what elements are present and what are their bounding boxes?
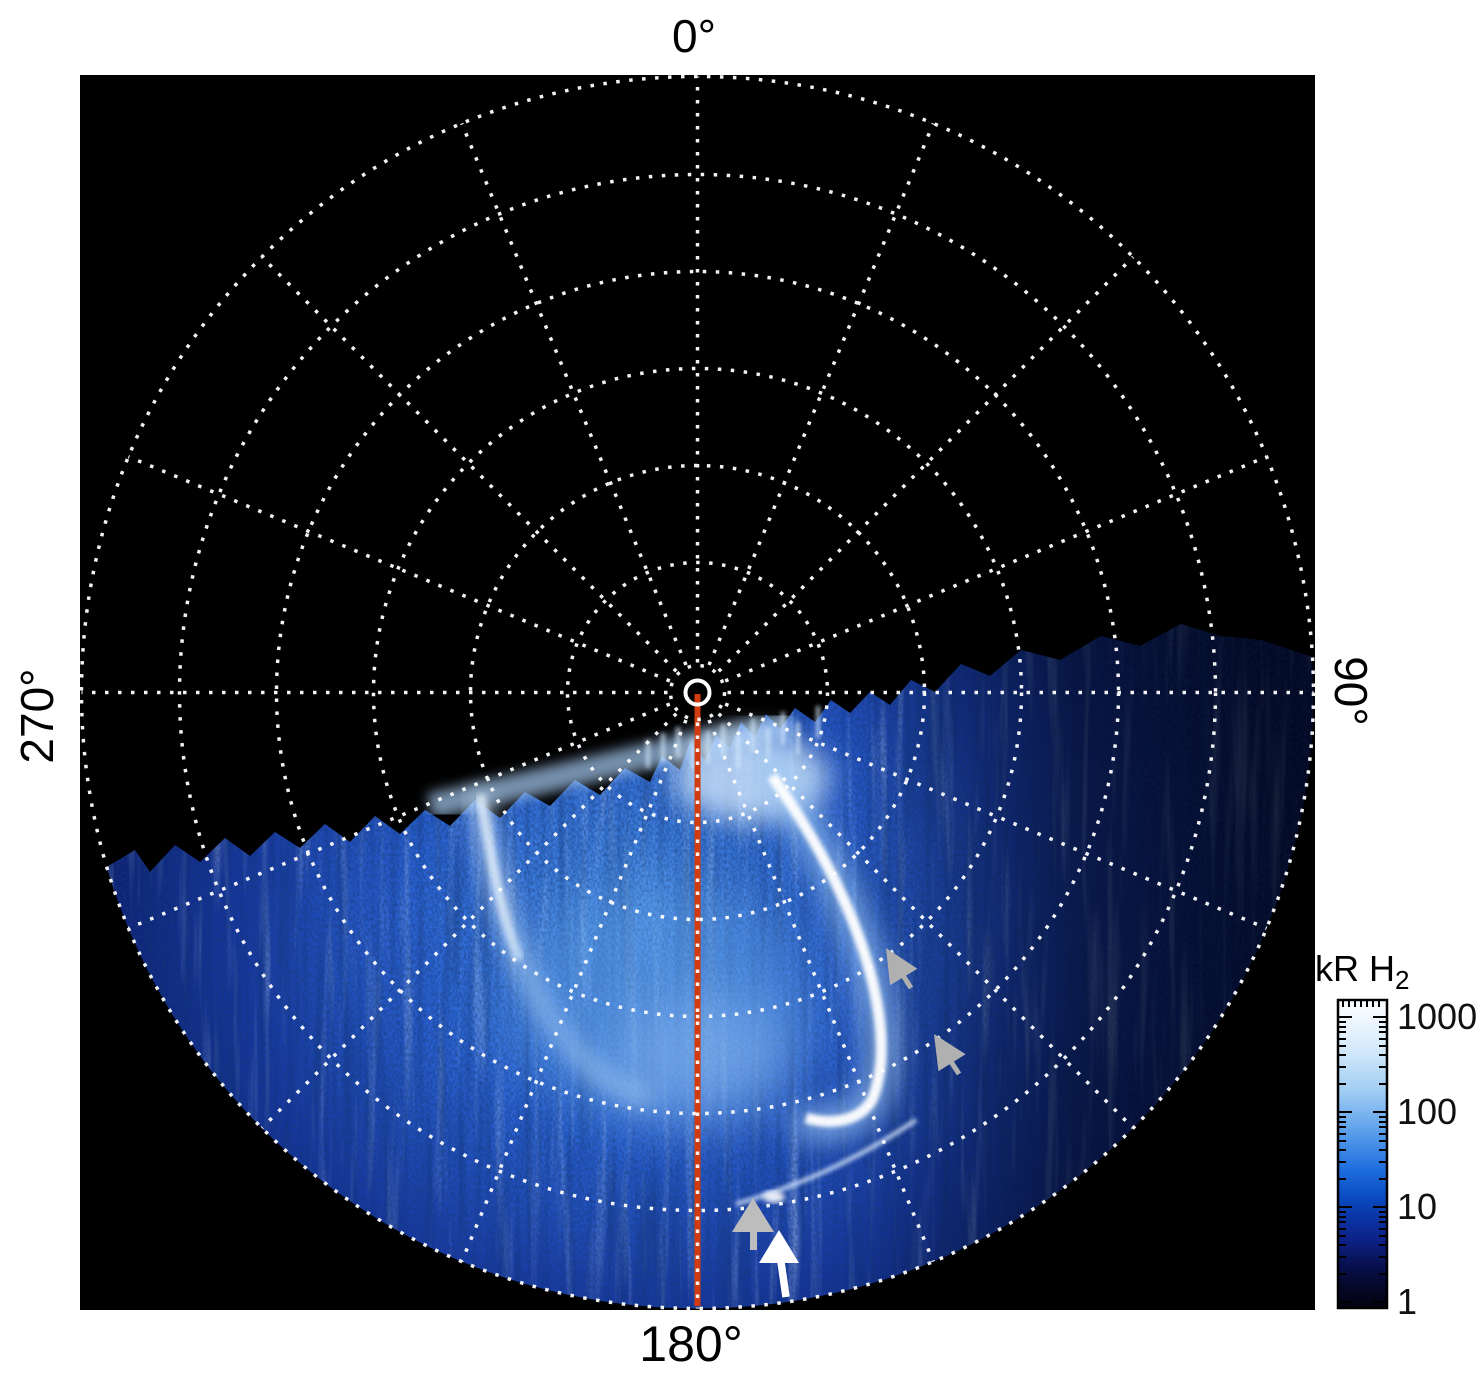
colorbar-title: kR H2 (1315, 948, 1409, 996)
colorbar-title-subscript: 2 (1395, 965, 1410, 996)
colorbar-tick-10: 10 (1397, 1186, 1438, 1227)
pole-marker-ring (683, 678, 712, 707)
gray-arrow-upper (886, 948, 918, 990)
gray-arrow-bottom (732, 1198, 774, 1250)
angle-label-180: 180° (639, 1316, 743, 1372)
colorbar-tick-1: 1 (1397, 1281, 1418, 1322)
faint-outer-arc (735, 1118, 918, 1207)
white-arrow-bottom (759, 1230, 799, 1298)
polar-grid (79, 74, 1316, 1311)
colorbar (1336, 998, 1389, 1310)
colorbar-tick-1000: 1000 (1397, 996, 1478, 1037)
annotation-arrows (732, 948, 966, 1298)
angle-label-0: 0° (672, 10, 716, 62)
gray-arrow-middle (934, 1034, 966, 1076)
secondary-arc-core (475, 794, 525, 963)
colorbar-ticks (1339, 1001, 1386, 1303)
main-arc-core (767, 772, 887, 1127)
angle-label-270: 270° (11, 668, 63, 764)
angle-label-90: 90° (1325, 656, 1377, 726)
colorbar-tick-100: 100 (1397, 1091, 1458, 1132)
colorbar-title-main: kR H (1315, 948, 1395, 989)
colorbar-gradient (1336, 998, 1389, 1310)
faint-arc-bright-knot (763, 1191, 785, 1203)
